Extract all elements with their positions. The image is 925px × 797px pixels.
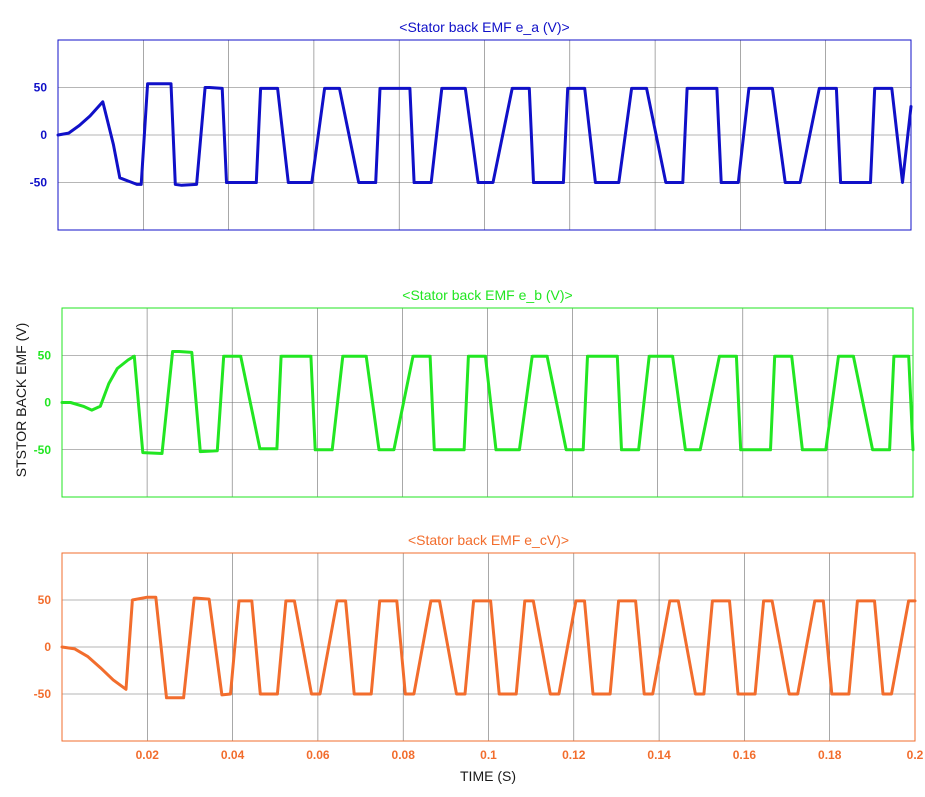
y-tick-label: 50 (38, 593, 52, 607)
y-tick-label: -50 (30, 176, 48, 190)
chart-panel-2: <Stator back EMF e_b (V)> 50 0 -50 (34, 287, 915, 498)
x-tick-label: 0.16 (733, 748, 757, 762)
chart-panel-1: <Stator back EMF e_a (V)> 50 0 -50 (30, 19, 913, 231)
chart-title: <Stator back EMF e_a (V)> (399, 19, 569, 35)
y-tick-label: -50 (34, 687, 52, 701)
x-tick-label: 0.06 (306, 748, 330, 762)
series-line (60, 595, 917, 700)
x-tick-label: 0.04 (221, 748, 245, 762)
x-tick-label: 0.18 (818, 748, 842, 762)
series-line (60, 350, 915, 455)
x-tick-label: 0.1 (480, 748, 497, 762)
x-tick-label: 0.2 (907, 748, 924, 762)
series-line (56, 82, 913, 187)
x-tick-label: 0.08 (392, 748, 416, 762)
chart-title: <Stator back EMF e_b (V)> (402, 287, 572, 303)
x-tick-label: 0.02 (136, 748, 160, 762)
y-axis-label: STSTOR BACK EMF (V) (13, 323, 29, 478)
y-tick-label: 0 (44, 396, 51, 410)
y-tick-label: 0 (40, 128, 47, 142)
y-tick-label: 50 (34, 81, 48, 95)
x-tick-label: 0.12 (562, 748, 586, 762)
y-tick-label: -50 (34, 443, 52, 457)
chart-title: <Stator back EMF e_cV)> (408, 532, 569, 548)
y-tick-label: 0 (44, 640, 51, 654)
x-tick-label: 0.14 (647, 748, 671, 762)
y-tick-label: 50 (38, 348, 52, 362)
chart-panel-3: <Stator back EMF e_cV)> 50 0 -50 0.02 0.04 0.0… (34, 532, 924, 762)
x-axis-label: TIME (S) (460, 768, 516, 784)
